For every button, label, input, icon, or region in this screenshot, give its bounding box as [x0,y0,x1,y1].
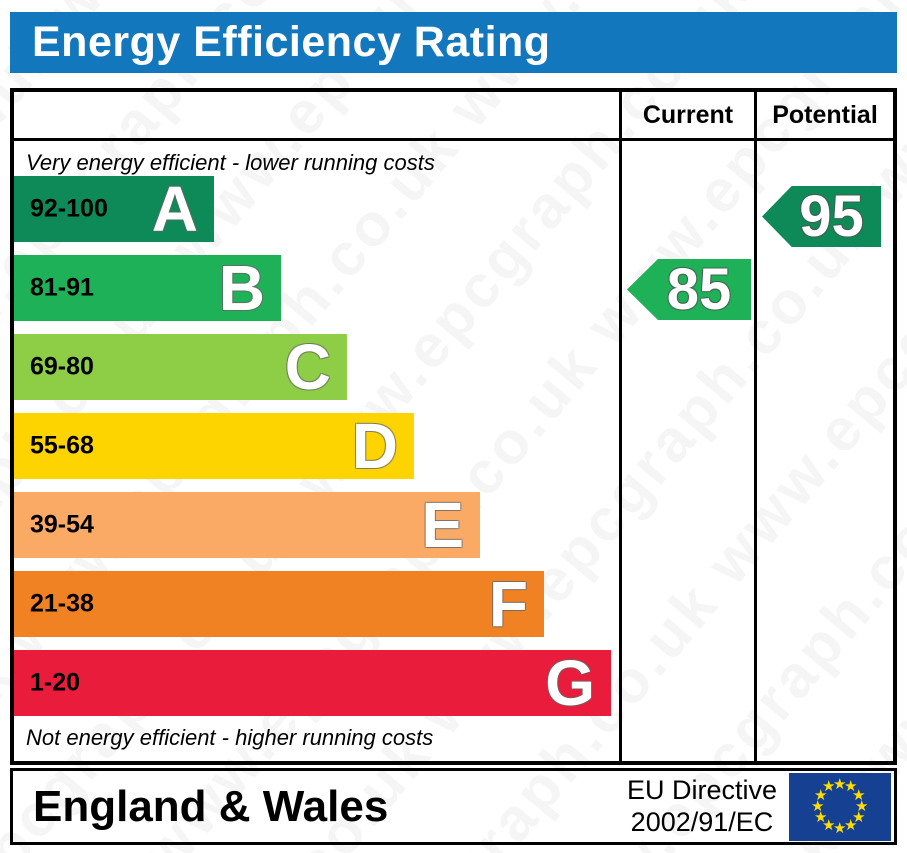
band-range-label: 39-54 [30,510,94,539]
band-c: 69-80 C [14,334,347,400]
bands: 92-100 A 81-91 B 69-80 C 55-68 D 39-54 E 21-38 F 1-2… [14,141,619,761]
current-rating-value: 85 [666,256,732,322]
band-letter: F [488,568,528,640]
page-title: Energy Efficiency Rating [32,18,551,66]
eu-flag-star-icon: ★ [833,775,847,793]
eu-directive-line2: 2002/91/EC [630,806,774,837]
footer: England & Wales EU Directive 2002/91/EC … [10,768,897,845]
eu-flag-icon: ★ ★ ★ ★ ★ ★ ★ ★ ★ ★ ★ ★ [789,772,891,841]
eu-flag-star-icon: ★ [844,778,858,796]
current-rating-arrow: 85 [627,259,751,320]
band-letter: B [218,252,265,324]
potential-rating-arrow: 95 [762,186,881,247]
eu-flag-star-icon: ★ [813,786,828,804]
eu-flag-star-icon: ★ [813,808,828,826]
column-header-current: Current [622,92,757,138]
eu-directive: EU Directive 2002/91/EC [627,775,777,837]
band-g: 1-20 G [14,650,611,716]
band-range-label: 21-38 [30,589,94,618]
band-range-label: 81-91 [30,273,94,302]
band-letter: G [545,647,595,719]
band-d: 55-68 D [14,413,414,479]
potential-column: 95 [757,141,893,761]
header-spacer [14,92,622,138]
eu-flag-star-icon: ★ [833,819,847,837]
table-header-row: Current Potential [14,92,893,141]
region-label: England & Wales [33,781,389,831]
band-range-label: 69-80 [30,352,94,381]
band-range-label: 1-20 [30,668,81,697]
band-range-label: 92-100 [30,194,108,223]
band-e: 39-54 E [14,492,480,558]
eu-flag-star-icon: ★ [855,797,869,815]
header-bar: Energy Efficiency Rating [10,12,897,73]
band-letter: D [351,410,398,482]
eu-flag-star-icon: ★ [822,816,836,834]
band-letter: A [151,173,198,245]
eu-flag-star-icon: ★ [811,797,825,815]
band-letter: E [421,489,464,561]
band-b: 81-91 B [14,255,281,321]
band-a: 92-100 A [14,176,214,242]
eu-flag-star-icon: ★ [844,816,858,834]
potential-rating-value: 95 [799,183,864,249]
band-range-label: 55-68 [30,431,94,460]
band-letter: C [284,331,331,403]
column-header-potential: Potential [772,100,878,129]
rating-table: Current Potential Very energy efficient … [10,88,897,765]
eu-directive-line1: EU Directive [626,775,777,806]
table-body: Very energy efficient - lower running co… [14,141,893,761]
top-note: Very energy efficient - lower running co… [26,150,435,175]
eu-flag-star-icon: ★ [852,786,866,804]
eu-flag-star-icon: ★ [822,778,836,796]
current-column: 85 [622,141,757,761]
bottom-note: Not energy efficient - higher running co… [26,725,434,750]
band-f: 21-38 F [14,571,544,637]
eu-flag-star-icon: ★ [852,808,866,826]
chart-column: Very energy efficient - lower running co… [14,141,622,761]
